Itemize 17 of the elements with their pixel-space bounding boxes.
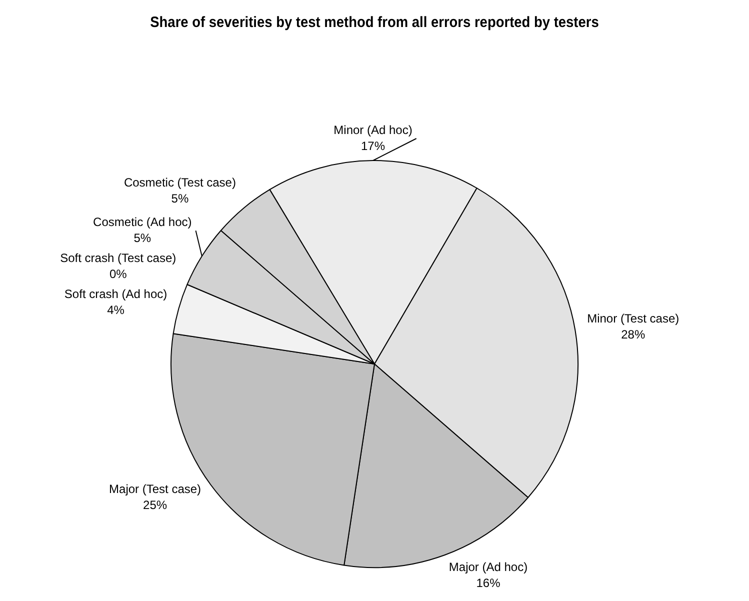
- data-label: 4%: [107, 302, 125, 317]
- slice-label: Minor (Test case): [587, 311, 680, 326]
- category-label: Soft crash (Test case): [60, 250, 176, 265]
- text: 0%: [109, 266, 127, 281]
- slice-label: Major (Test case): [109, 482, 202, 496]
- slice-label: Cosmetic (Ad hoc): [93, 214, 192, 229]
- data-label: 28%: [621, 327, 646, 342]
- data-label: 5%: [171, 192, 189, 206]
- chart-title: Share of severities by test method from all errors reported by testers: [150, 14, 599, 32]
- slice-label: Cosmetic (Test case): [124, 176, 236, 190]
- data-label: 5%: [134, 230, 152, 245]
- slice-label: Minor (Ad hoc): [334, 122, 412, 137]
- data-label: 16%: [476, 576, 501, 590]
- slice-label: Major (Ad hoc): [448, 560, 528, 574]
- slice-label: Soft crash (Ad hoc): [64, 286, 168, 301]
- data-label: 25%: [143, 498, 168, 512]
- data-label: 17%: [360, 138, 386, 153]
